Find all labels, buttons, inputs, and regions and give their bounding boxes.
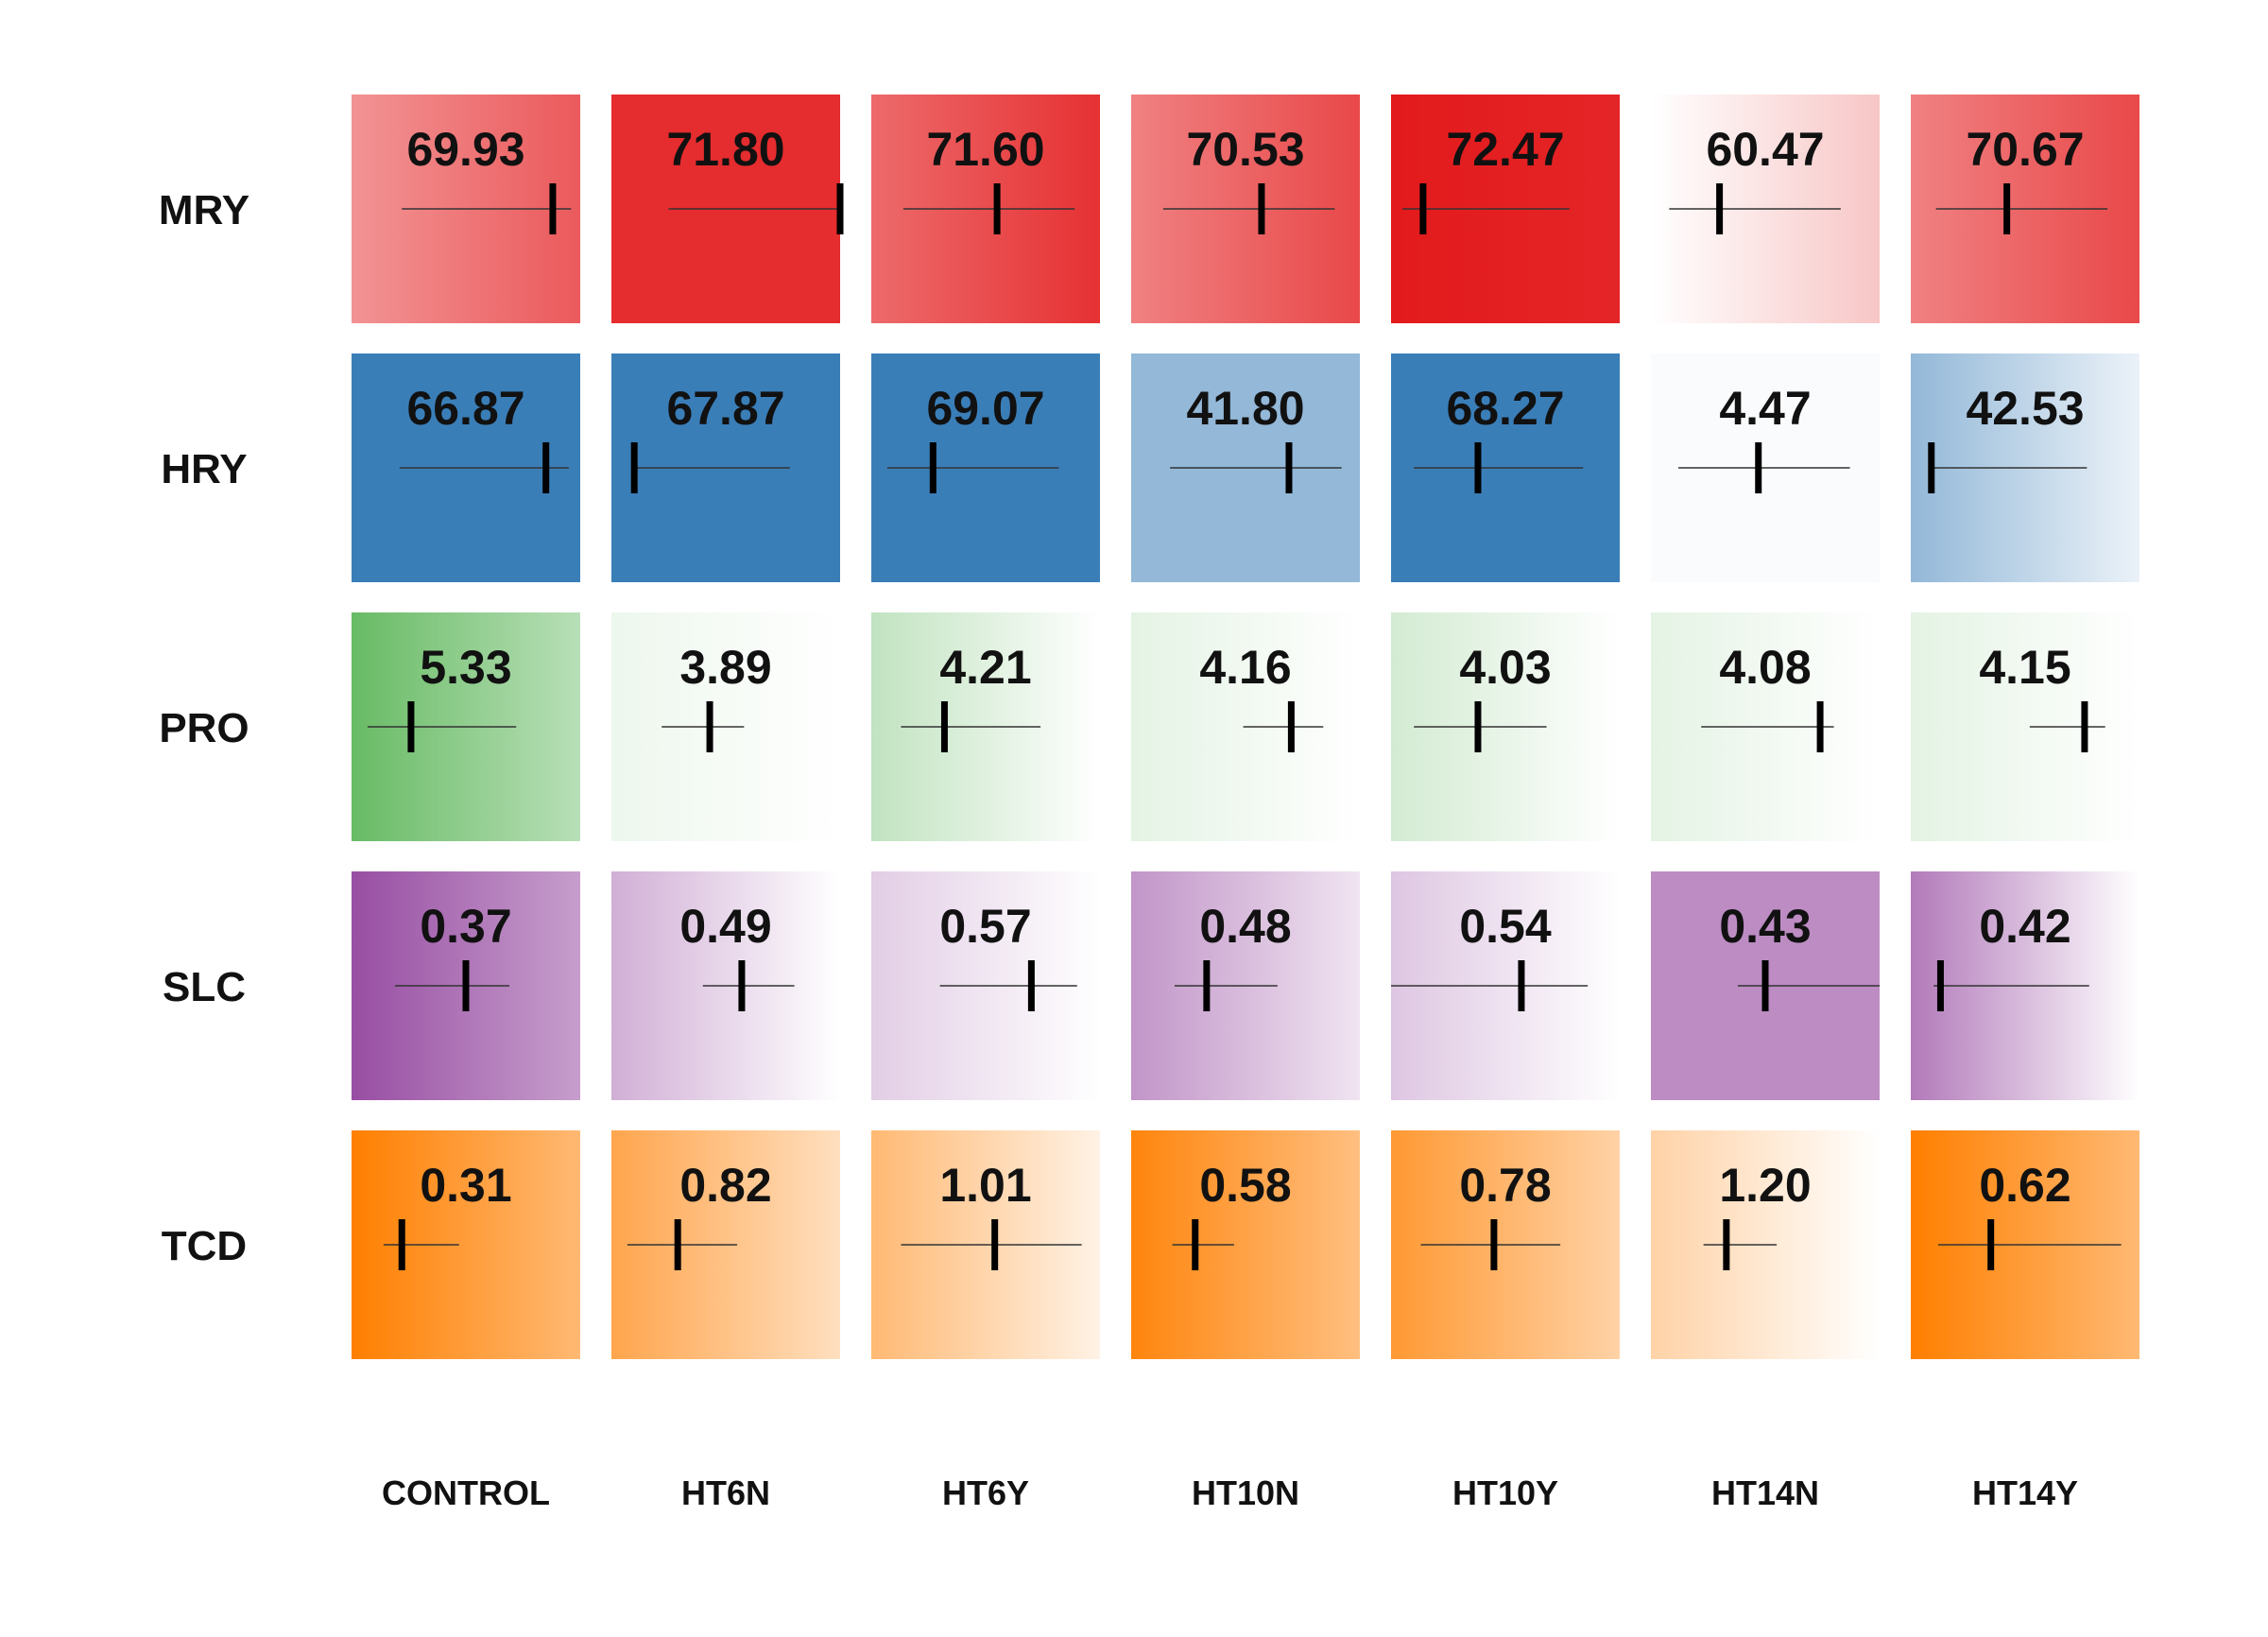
cell-value: 0.31 [420,1159,511,1212]
column-label-ht14y: HT14Y [1972,1473,2078,1512]
cell-value: 0.54 [1459,900,1552,953]
cell-value: 4.15 [1979,641,2070,694]
column-label-ht14n: HT14N [1711,1473,1819,1512]
cell-value: 71.80 [666,123,784,176]
cell-pro-ht14y: 4.15 [1911,612,2139,841]
cell-value: 71.60 [926,123,1044,176]
cell-value: 0.43 [1719,900,1811,953]
cell-mry-ht14y: 70.67 [1911,95,2139,323]
cell-value: 70.53 [1186,123,1304,176]
row-label-pro: PRO [159,705,249,751]
row-label-hry: HRY [161,446,247,492]
cell-tcd-ht10y: 0.78 [1391,1130,1620,1359]
cell-value: 4.16 [1199,641,1291,694]
cell-pro-control: 5.33 [352,612,580,841]
cell-mry-ht6n: 71.80 [611,95,844,323]
cell-slc-control: 0.37 [352,871,580,1100]
cell-value: 1.20 [1719,1159,1811,1212]
cell-slc-ht6y: 0.57 [871,871,1100,1100]
cell-pro-ht14n: 4.08 [1651,612,1880,841]
cell-value: 0.62 [1979,1159,2070,1212]
cell-value: 0.37 [420,900,511,953]
row-label-slc: SLC [163,964,246,1010]
cell-value: 70.67 [1966,123,2084,176]
cell-background [1131,1130,1360,1359]
cell-tcd-control: 0.31 [352,1130,580,1359]
cell-mry-ht14n: 60.47 [1651,95,1880,323]
cell-mry-control: 69.93 [352,95,580,323]
cell-tcd-ht14n: 1.20 [1651,1130,1880,1359]
column-label-ht10y: HT10Y [1452,1473,1558,1512]
cell-value: 69.93 [406,123,524,176]
cell-mry-ht6y: 71.60 [871,95,1100,323]
cell-hry-control: 66.87 [352,353,580,582]
cell-value: 67.87 [666,382,784,435]
cell-mry-ht10n: 70.53 [1131,95,1360,323]
cell-pro-ht10n: 4.16 [1131,612,1360,841]
cell-value: 68.27 [1446,382,1564,435]
row-label-tcd: TCD [162,1223,247,1269]
cell-tcd-ht10n: 0.58 [1131,1130,1360,1359]
cell-slc-ht14y: 0.42 [1911,871,2139,1100]
cell-mry-ht10y: 72.47 [1391,95,1620,323]
cell-value: 0.49 [679,900,771,953]
row-label-mry: MRY [159,187,249,233]
cell-value: 5.33 [420,641,511,694]
cell-slc-ht10y: 0.54 [1391,871,1620,1100]
cell-value: 4.03 [1459,641,1551,694]
cell-value: 42.53 [1966,382,2084,435]
cell-value: 0.48 [1199,900,1291,953]
column-label-ht6y: HT6Y [942,1473,1029,1512]
cell-value: 4.08 [1719,641,1811,694]
cell-tcd-ht6n: 0.82 [611,1130,840,1359]
cell-value: 4.21 [939,641,1031,694]
cell-slc-ht10n: 0.48 [1131,871,1360,1100]
cell-hry-ht14n: 4.47 [1651,353,1880,582]
cell-value: 72.47 [1446,123,1564,176]
cell-tcd-ht14y: 0.62 [1911,1130,2139,1359]
cell-pro-ht10y: 4.03 [1391,612,1620,841]
cell-value: 4.47 [1719,382,1811,435]
cell-value: 3.89 [679,641,771,694]
cell-tcd-ht6y: 1.01 [871,1130,1100,1359]
cell-value: 0.42 [1979,900,2070,953]
column-label-control: CONTROL [382,1473,550,1512]
cell-slc-ht14n: 0.43 [1651,871,1880,1100]
cell-value: 69.07 [926,382,1044,435]
cell-hry-ht10y: 68.27 [1391,353,1620,582]
cell-value: 60.47 [1706,123,1824,176]
column-label-ht10n: HT10N [1192,1473,1299,1512]
column-labels: CONTROL HT6N HT6Y HT10N HT10Y HT14N HT14Y [382,1473,2078,1512]
cell-value: 0.82 [679,1159,771,1212]
cell-value: 1.01 [939,1159,1031,1212]
cell-pro-ht6y: 4.21 [871,612,1100,841]
column-label-ht6n: HT6N [681,1473,770,1512]
row-labels: MRY HRY PRO SLC TCD [159,187,249,1269]
heatmap-cells: 69.93 71.80 71.60 70.53 72.47 60.47 70.67 66.87… [352,95,2139,1359]
cell-hry-ht6n: 67.87 [611,353,840,582]
cell-hry-ht10n: 41.80 [1131,353,1360,582]
cell-value: 0.58 [1199,1159,1291,1212]
cell-value: 66.87 [406,382,524,435]
cell-value: 0.78 [1459,1159,1551,1212]
cell-pro-ht6n: 3.89 [611,612,840,841]
cell-hry-ht14y: 42.53 [1911,353,2139,582]
cell-value: 0.57 [939,900,1031,953]
cell-hry-ht6y: 69.07 [871,353,1100,582]
cell-value: 41.80 [1186,382,1304,435]
cell-slc-ht6n: 0.49 [611,871,840,1100]
